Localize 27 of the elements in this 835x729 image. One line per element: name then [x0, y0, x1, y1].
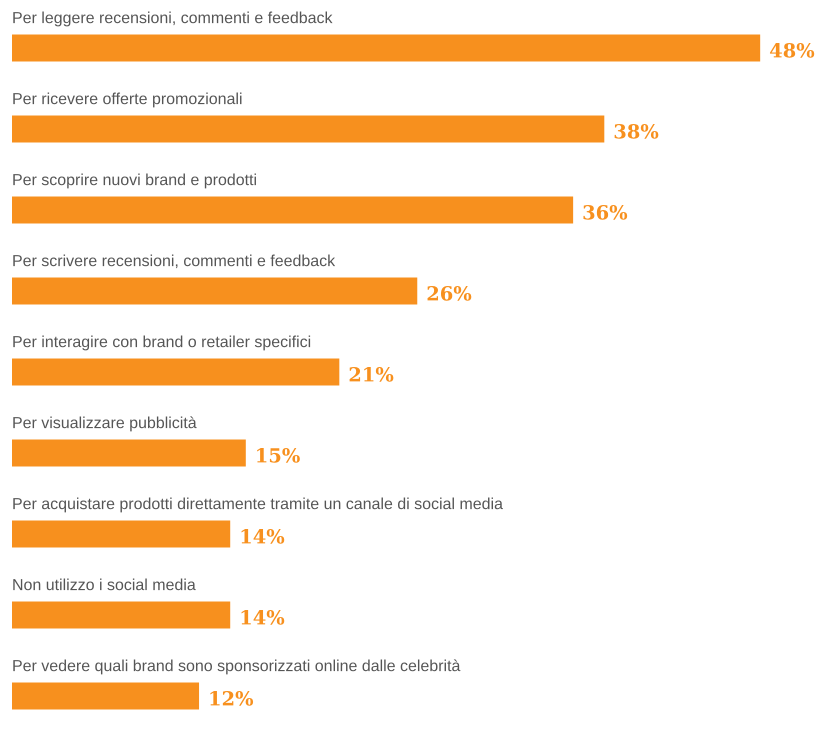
y-tick-label: Per scrivere recensioni, commenti e feedback	[13, 254, 336, 268]
data-label: 48%	[770, 42, 814, 58]
bar	[12, 34, 760, 62]
bar	[12, 602, 230, 628]
data-label: 21%	[350, 366, 394, 382]
data-label: 14%	[242, 528, 284, 544]
y-tick-label: Per visualizzare pubblicità	[13, 416, 197, 432]
data-label: 36%	[583, 204, 628, 220]
bar	[12, 116, 604, 142]
data-label: 12%	[210, 690, 254, 706]
bar	[12, 196, 574, 224]
data-label: 14%	[242, 610, 284, 625]
y-tick-label: Per interagire con brand o retailer specifici	[13, 336, 310, 350]
y-tick-label: Per vedere quali brand sono sponsorizzati online dalle celebrità	[13, 659, 460, 674]
bar	[12, 440, 246, 466]
y-tick-label: Per scoprire nuovi brand e prodotti	[13, 174, 256, 188]
data-label: 26%	[428, 286, 472, 301]
y-tick-label: Per ricevere offerte promozionali	[13, 92, 242, 108]
data-label: 38%	[614, 124, 658, 139]
y-tick-label: Non utilizzo i social media	[13, 578, 196, 590]
bar	[12, 358, 340, 386]
y-tick-label: Per leggere recensioni, commenti e feedback	[13, 12, 333, 26]
data-label: 15%	[257, 448, 300, 463]
bar	[12, 682, 200, 710]
y-tick-label: Per acquistare prodotti direttamente tramite un canale di social media	[13, 498, 503, 512]
bar	[12, 278, 418, 304]
bar	[12, 520, 230, 548]
